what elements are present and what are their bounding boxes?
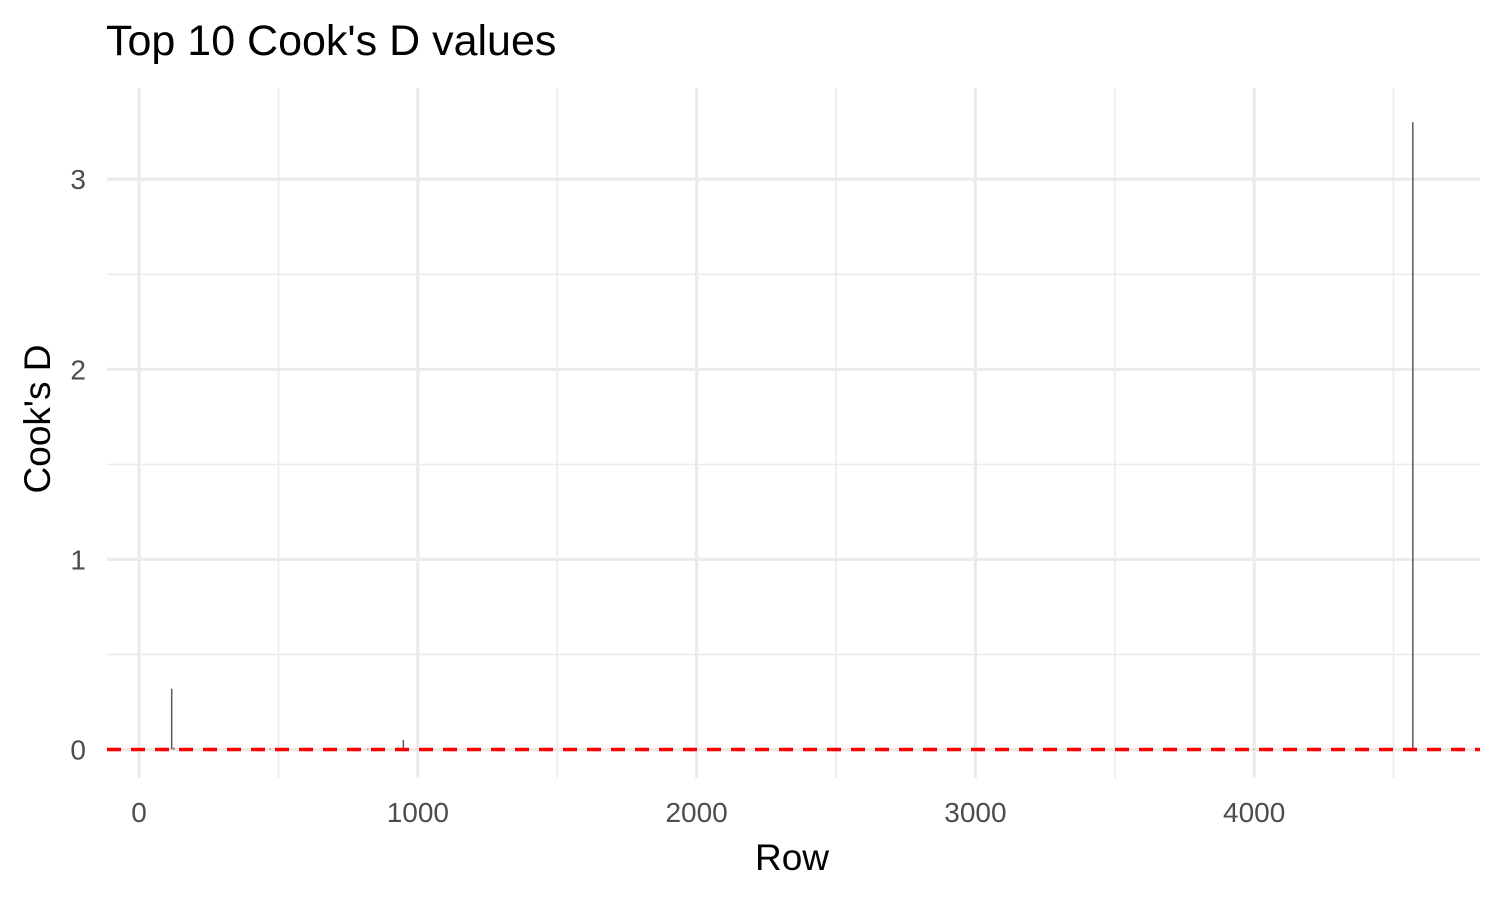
x-tick-label: 0 bbox=[131, 797, 147, 828]
y-tick-labels: 0 1 2 3 bbox=[70, 164, 86, 765]
grid-minor-lines bbox=[107, 88, 1480, 778]
y-axis-title: Cook's D bbox=[17, 345, 58, 494]
x-tick-label: 3000 bbox=[944, 797, 1006, 828]
grid-major-lines bbox=[107, 88, 1480, 778]
y-tick-label: 0 bbox=[70, 734, 86, 765]
x-tick-label: 1000 bbox=[387, 797, 449, 828]
y-tick-label: 3 bbox=[70, 164, 86, 195]
bars-group bbox=[170, 122, 1414, 750]
x-tick-label: 2000 bbox=[665, 797, 727, 828]
x-tick-label: 4000 bbox=[1223, 797, 1285, 828]
chart-title: Top 10 Cook's D values bbox=[106, 17, 556, 65]
y-tick-label: 1 bbox=[70, 544, 86, 575]
y-tick-label: 2 bbox=[70, 354, 86, 385]
x-tick-labels: 0 1000 2000 3000 4000 bbox=[131, 797, 1285, 828]
x-axis-title: Row bbox=[755, 837, 829, 878]
